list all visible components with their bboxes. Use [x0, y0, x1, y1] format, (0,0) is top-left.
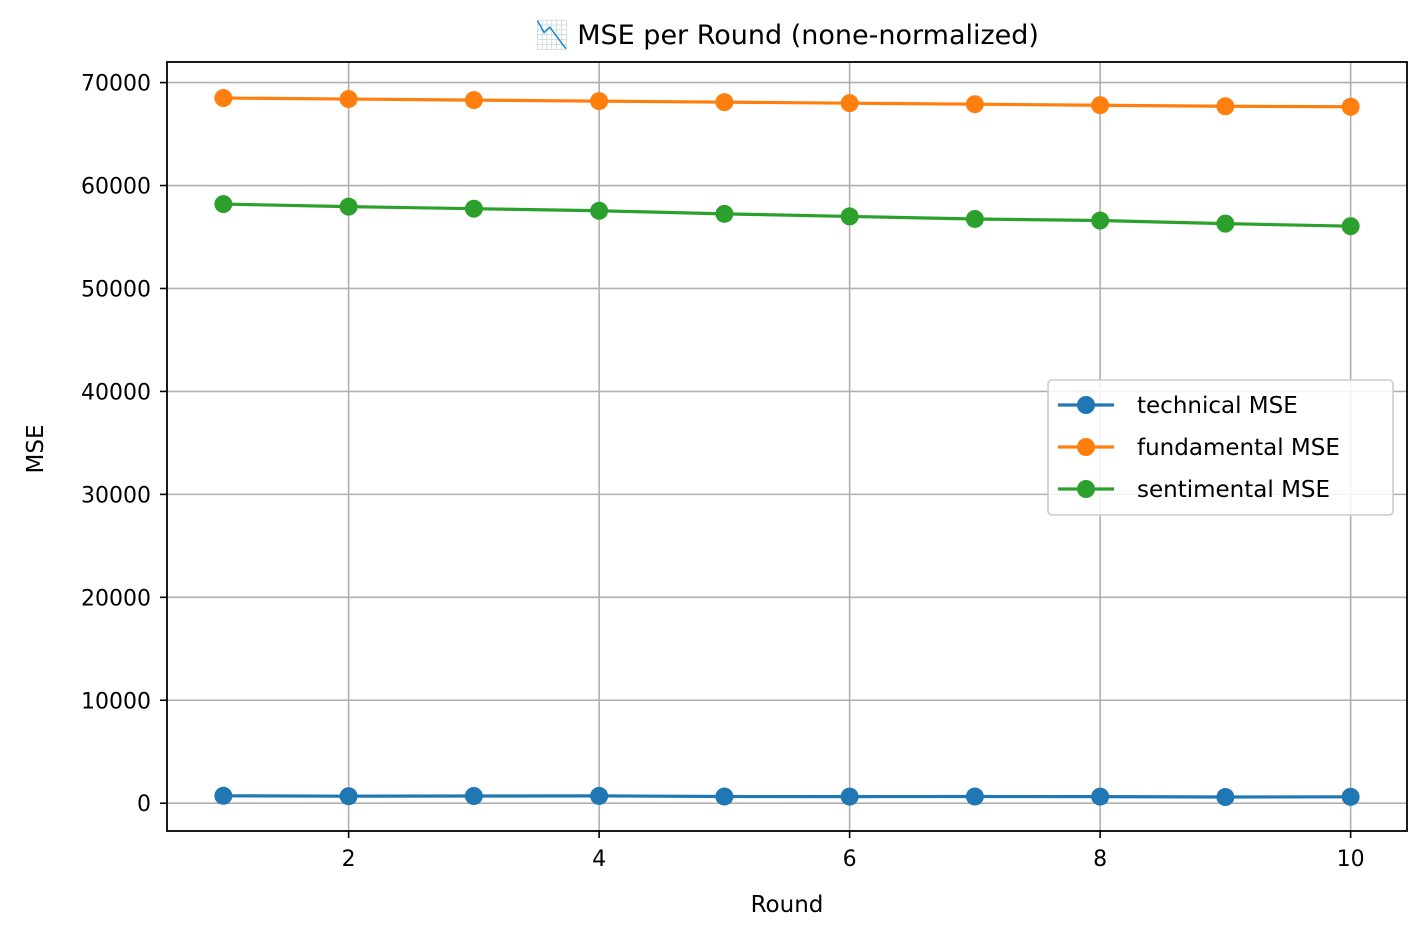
plot-frame	[166, 61, 1408, 832]
legend-marker	[1077, 480, 1095, 498]
data-point	[1091, 211, 1110, 230]
data-point	[965, 95, 984, 114]
y-tick-label: 20000	[81, 586, 151, 611]
data-point	[464, 91, 483, 110]
series-layer	[214, 89, 1360, 807]
data-point	[1341, 217, 1360, 236]
x-tick-label: 6	[843, 847, 857, 872]
legend-marker	[1077, 396, 1095, 414]
data-point	[1341, 97, 1360, 116]
data-point	[214, 89, 233, 108]
data-point	[464, 786, 483, 805]
series-sentimental-mse	[214, 195, 1360, 236]
legend-marker	[1077, 438, 1095, 456]
data-point	[840, 94, 859, 113]
x-tick-label: 8	[1093, 847, 1107, 872]
data-point	[590, 92, 609, 111]
series-line	[223, 96, 1351, 109]
y-axis-title: MSE	[23, 425, 49, 474]
data-point	[1091, 787, 1110, 806]
data-point	[590, 786, 609, 805]
y-tick-label: 30000	[81, 483, 151, 508]
data-point	[715, 787, 734, 806]
x-axis-title: Round	[751, 892, 824, 918]
data-point	[840, 207, 859, 226]
y-tick-label: 40000	[81, 380, 151, 405]
legend-label: fundamental MSE	[1137, 435, 1340, 461]
data-point	[214, 195, 233, 214]
data-point	[214, 786, 233, 805]
series-technical-mse	[214, 786, 1360, 807]
data-point	[464, 199, 483, 218]
y-tick-label: 70000	[81, 72, 151, 97]
chart-title: 📉 MSE per Round (none-normalized)	[535, 19, 1039, 51]
y-tick-label: 50000	[81, 277, 151, 302]
y-tick-label: 10000	[81, 689, 151, 714]
legend-box	[1047, 379, 1394, 516]
data-point	[590, 201, 609, 220]
x-tick-label: 10	[1337, 847, 1365, 872]
legend-label: technical MSE	[1137, 393, 1298, 419]
data-point	[1091, 96, 1110, 115]
data-point	[339, 90, 358, 109]
y-tick-label: 60000	[81, 175, 151, 200]
data-point	[1216, 788, 1235, 807]
series-line	[223, 794, 1351, 799]
legend: technical MSE fundamental MSE sentimental …	[1047, 379, 1394, 516]
data-point	[339, 197, 358, 216]
legend-item: sentimental MSE	[1058, 477, 1330, 503]
series-fundamental-mse	[214, 89, 1360, 116]
legend-item: fundamental MSE	[1058, 435, 1340, 461]
legend-label: sentimental MSE	[1137, 477, 1330, 503]
ticks: 2 4 6 8 10 0 10000 20000 30000 40000 50000 60000 700…	[81, 72, 1365, 872]
x-tick-label: 4	[592, 847, 606, 872]
x-tick-label: 2	[342, 847, 356, 872]
data-point	[965, 209, 984, 228]
data-point	[715, 204, 734, 223]
y-tick-label: 0	[137, 792, 151, 817]
data-point	[1216, 214, 1235, 233]
data-point	[840, 787, 859, 806]
data-point	[715, 93, 734, 112]
data-point	[339, 787, 358, 806]
series-line	[223, 202, 1351, 228]
data-point	[965, 787, 984, 806]
data-point	[1341, 787, 1360, 806]
data-point	[1216, 97, 1235, 116]
legend-item: technical MSE	[1058, 393, 1298, 419]
